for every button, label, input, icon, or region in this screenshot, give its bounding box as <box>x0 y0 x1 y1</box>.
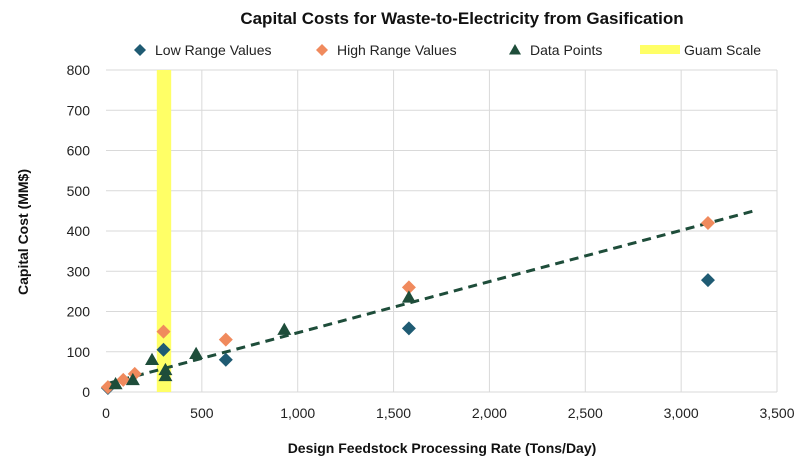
y-tick-label: 600 <box>67 143 91 159</box>
high-range-point <box>218 332 233 347</box>
data-point <box>189 346 204 360</box>
chart-title: Capital Costs for Waste-to-Electricity f… <box>240 9 683 28</box>
y-axis-label: Capital Cost (MM$) <box>15 169 31 295</box>
high-range-point <box>100 380 115 395</box>
y-tick-label: 300 <box>67 263 91 279</box>
legend-marker-high <box>316 44 328 56</box>
data-point <box>125 372 140 386</box>
x-tick-label: 2,500 <box>568 405 603 421</box>
low-range-point <box>218 352 233 367</box>
y-axis-ticks: 0 100 200 300 400 500 600 700 800 <box>67 62 91 400</box>
data-point <box>277 322 292 335</box>
x-axis-label: Design Feedstock Processing Rate (Tons/D… <box>288 440 597 456</box>
y-tick-label: 500 <box>67 183 91 199</box>
legend-marker-data <box>509 44 521 55</box>
y-tick-label: 400 <box>67 223 91 239</box>
legend-item-guam: Guam Scale <box>640 42 761 58</box>
y-tick-label: 200 <box>67 304 91 320</box>
high-range-point <box>156 324 171 339</box>
y-tick-label: 100 <box>67 344 91 360</box>
legend-marker-low <box>134 44 146 56</box>
y-tick-label: 700 <box>67 102 91 118</box>
high-range-point <box>116 372 131 387</box>
legend-item-data: Data Points <box>509 42 602 58</box>
legend-item-high: High Range Values <box>316 42 457 58</box>
legend-label-high: High Range Values <box>337 42 457 58</box>
high-range-point <box>401 280 416 295</box>
data-point <box>401 290 416 303</box>
gridlines <box>106 69 778 393</box>
legend-label-low: Low Range Values <box>155 42 271 58</box>
x-axis-ticks: 0 500 1,000 1,500 2,000 2,500 3,000 3,500 <box>102 405 795 421</box>
high-range-point <box>700 215 715 230</box>
highlight-band-layer <box>156 70 172 392</box>
y-tick-label: 0 <box>82 384 90 400</box>
low-range-point <box>401 321 416 336</box>
x-tick-label: 3,000 <box>664 405 699 421</box>
x-tick-label: 1,000 <box>280 405 315 421</box>
trendline-layer <box>105 209 755 386</box>
x-tick-label: 0 <box>102 405 110 421</box>
data-point <box>108 376 123 390</box>
guam-scale-band <box>156 70 172 392</box>
legend-swatch-guam <box>640 45 680 54</box>
legend-item-low: Low Range Values <box>134 42 271 58</box>
low-range-point <box>700 273 715 288</box>
trendline <box>105 209 755 386</box>
data-point <box>158 362 173 376</box>
legend: Low Range Values High Range Values Data … <box>134 42 761 58</box>
y-tick-label: 800 <box>67 62 91 78</box>
x-tick-label: 2,000 <box>472 405 507 421</box>
x-tick-label: 3,500 <box>759 405 794 421</box>
x-tick-label: 500 <box>190 405 214 421</box>
legend-label-data: Data Points <box>530 42 602 58</box>
data-point <box>145 352 160 366</box>
legend-label-guam: Guam Scale <box>684 42 761 58</box>
low-range-point <box>156 342 171 357</box>
data-points-layer <box>100 215 715 395</box>
x-tick-label: 1,500 <box>376 405 411 421</box>
